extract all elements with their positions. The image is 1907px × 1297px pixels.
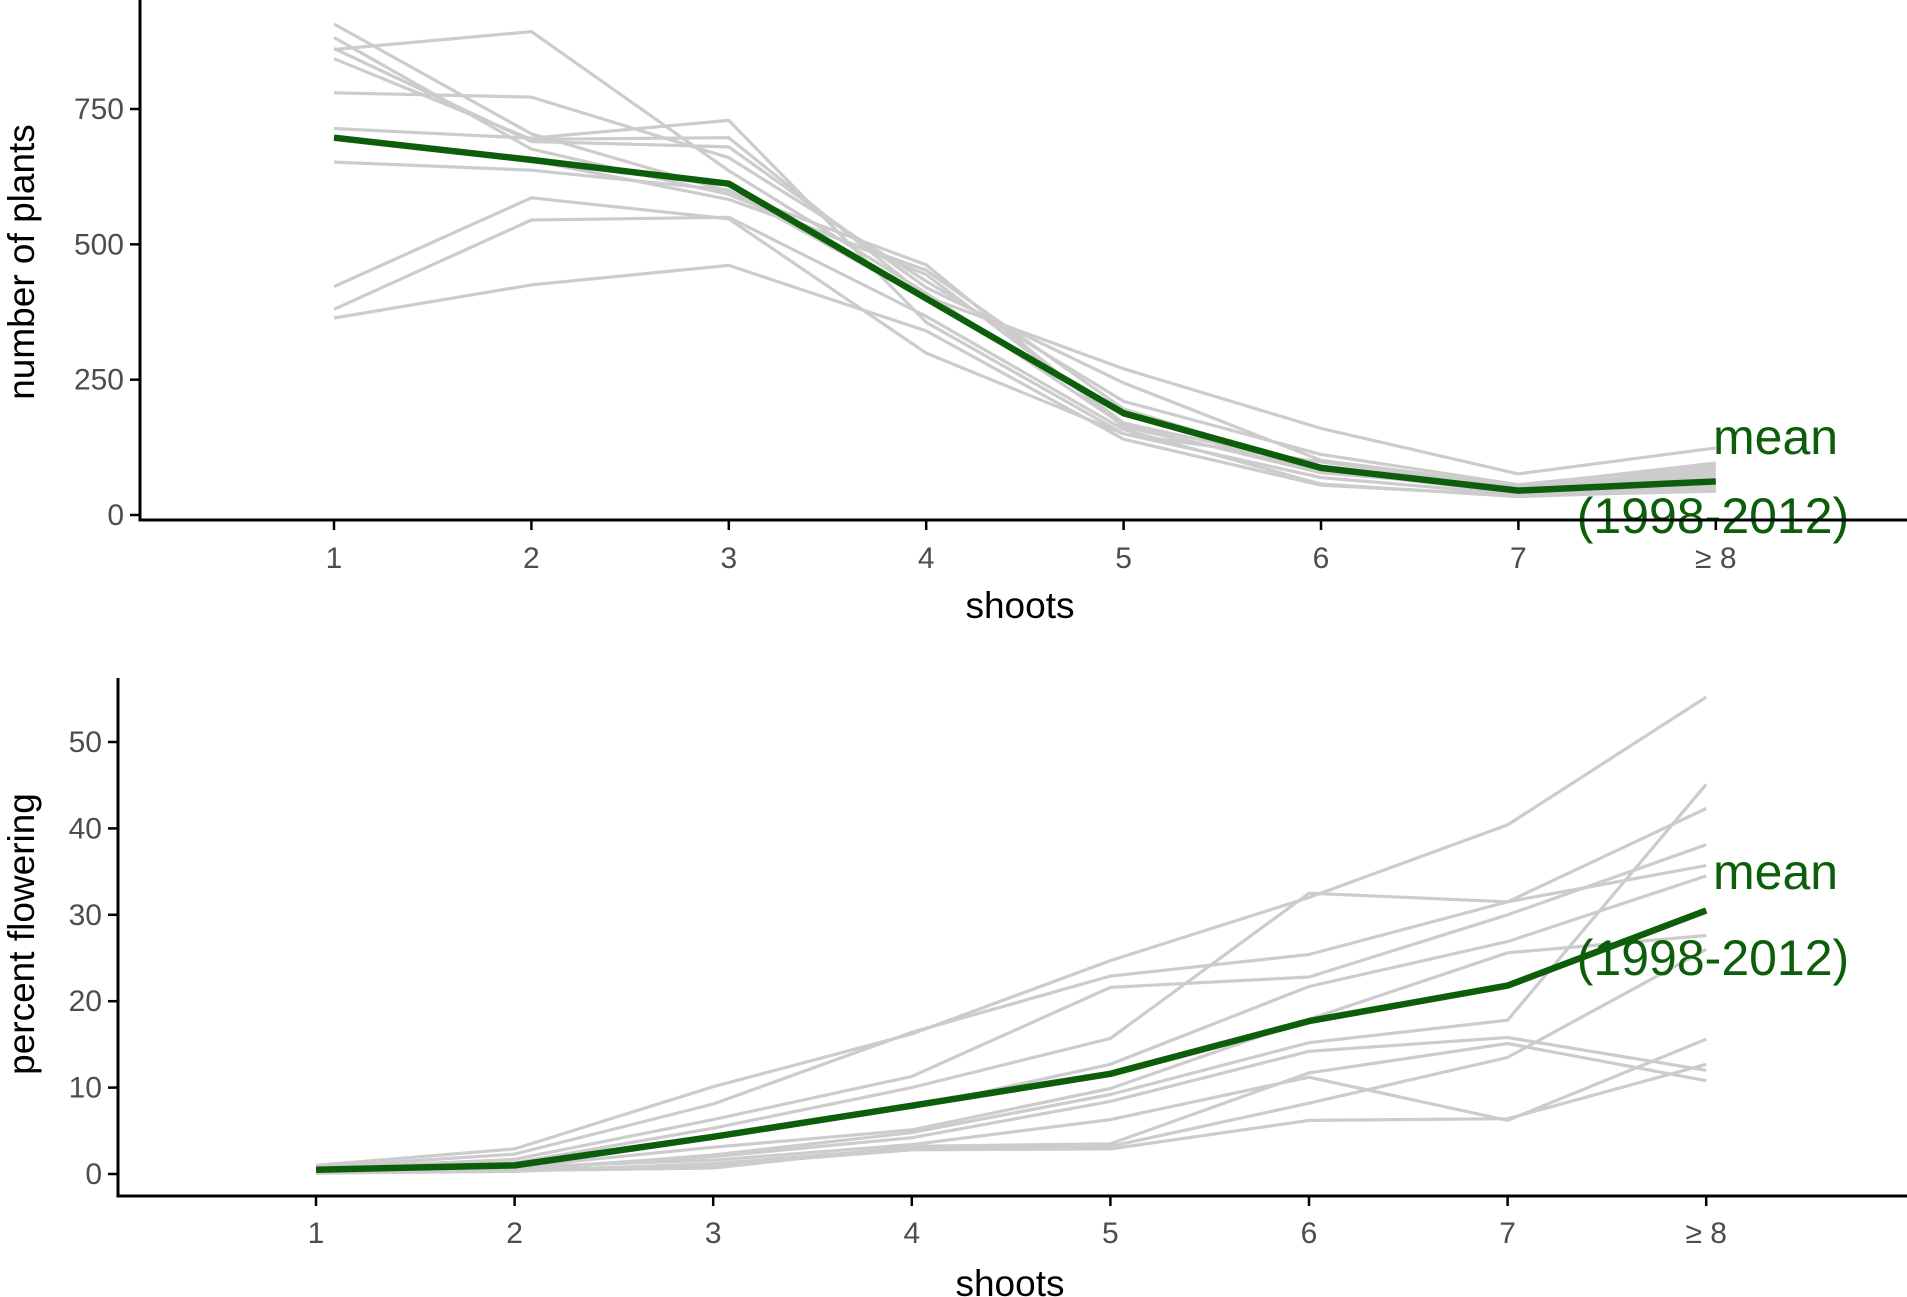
mean-years-label: (1998-2012) (1577, 488, 1849, 544)
x-tick-label: 7 (1499, 1217, 1516, 1250)
x-tick-label: 7 (1510, 542, 1527, 575)
mean-label: mean (1713, 409, 1838, 465)
y-tick-label: 40 (69, 812, 102, 845)
x-tick-label: 5 (1115, 542, 1132, 575)
year-series-line (315, 843, 1707, 1171)
year-series-line (315, 807, 1707, 1169)
year-series-line (333, 196, 1716, 496)
x-axis-title: shoots (955, 1263, 1064, 1297)
x-tick-label: ≥ 8 (1695, 542, 1736, 575)
x-tick-label: 1 (308, 1217, 325, 1250)
number-of-plants-panel: mean (1998-2012) 0 250 500 750 1 2 3 4 5 6 7 ≥ 8 shoot… (1, 0, 1907, 626)
x-tick-label: 2 (506, 1217, 523, 1250)
year-series-line (333, 46, 1716, 488)
year-series-line (333, 263, 1716, 498)
y-tick-label: 750 (74, 93, 124, 126)
year-series-line (315, 783, 1708, 1175)
y-tick-label: 0 (85, 1158, 102, 1191)
x-tick-label: 4 (918, 542, 935, 575)
mean-years-label: (1998-2012) (1577, 930, 1849, 986)
year-series-line (315, 1041, 1707, 1174)
mean-series-line (333, 134, 1716, 494)
year-series-line (333, 57, 1717, 476)
year-series-line (333, 160, 1716, 495)
mean-label: mean (1713, 844, 1838, 900)
y-tick-label: 50 (69, 726, 102, 759)
x-tick-label: 4 (903, 1217, 920, 1250)
year-series-line (333, 91, 1716, 487)
x-tick-label: 3 (720, 542, 737, 575)
y-tick-label: 0 (107, 499, 124, 532)
x-tick-label: 3 (705, 1217, 722, 1250)
year-series-line (315, 695, 1708, 1167)
x-tick-label: 1 (326, 542, 343, 575)
year-series-line (333, 36, 1716, 493)
year-series-line (315, 1037, 1707, 1173)
x-axis-title: shoots (965, 585, 1074, 626)
mean-series-line (315, 907, 1708, 1173)
y-tick-label: 10 (69, 1072, 102, 1105)
y-axis-title: percent flowering (1, 793, 42, 1075)
y-tick-label: 20 (69, 985, 102, 1018)
year-series-line (315, 874, 1707, 1173)
x-tick-label: 6 (1301, 1217, 1318, 1250)
y-tick-label: 500 (74, 228, 124, 261)
year-series-line (333, 22, 1716, 492)
y-tick-label: 30 (69, 899, 102, 932)
year-series-line (315, 933, 1707, 1174)
y-tick-label: 250 (74, 364, 124, 397)
x-tick-label: 5 (1102, 1217, 1119, 1250)
x-tick-label: 6 (1313, 542, 1330, 575)
year-series-line (333, 136, 1716, 490)
x-tick-label: ≥ 8 (1685, 1217, 1726, 1250)
percent-flowering-panel: mean (1998-2012) 0 10 20 30 40 50 1 2 3 4 5 6 7 ≥ 8 shoo… (1, 678, 1907, 1297)
y-axis-title: number of plants (1, 124, 42, 400)
year-series-line (315, 864, 1707, 1172)
year-series-line (333, 118, 1716, 490)
x-tick-label: 2 (523, 542, 540, 575)
year-series-line (315, 947, 1707, 1175)
